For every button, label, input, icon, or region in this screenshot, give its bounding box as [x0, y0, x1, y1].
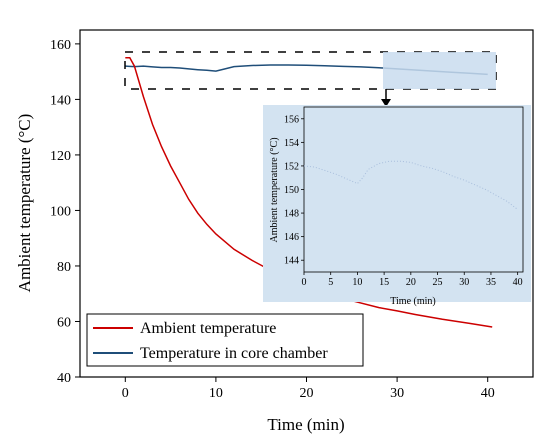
inset-y-tick-label: 144 [284, 256, 299, 267]
inset-x-tick-label: 15 [379, 277, 389, 288]
x-tick-label: 10 [209, 386, 223, 401]
series-line-ambient [125, 57, 493, 328]
zoom-highlight [383, 52, 496, 89]
x-tick-label: 40 [481, 386, 495, 401]
y-tick-label: 160 [50, 38, 71, 53]
inset-y-tick-label: 152 [284, 161, 299, 172]
inset-x-tick-label: 20 [406, 277, 416, 288]
inset-y-axis-title: Ambient temperature (°C) [269, 137, 280, 242]
inset-y-ticks: 144 146 148 150 152 154 156 [284, 114, 304, 267]
x-tick-label: 0 [122, 386, 129, 401]
inset-y-tick-label: 150 [284, 185, 299, 196]
main-x-ticks: 0 10 20 30 40 [122, 377, 495, 401]
legend-box [86, 313, 364, 367]
inset-y-tick-label: 154 [284, 138, 299, 149]
main-y-axis-title: Ambient temperature (°C) [15, 114, 34, 293]
inset-x-tick-label: 10 [352, 277, 362, 288]
legend-label-core-chamber: Temperature in core chamber [140, 345, 328, 362]
legend-label-ambient: Ambient temperature [140, 320, 276, 337]
inset-series-line [303, 160, 519, 210]
inset-y-tick-label: 156 [284, 114, 299, 125]
inset-y-tick-label: 148 [284, 209, 299, 220]
inset-background [263, 105, 531, 302]
x-tick-label: 20 [300, 386, 314, 401]
inset-x-tick-label: 35 [486, 277, 496, 288]
inset-x-tick-label: 40 [513, 277, 523, 288]
y-tick-label: 60 [57, 315, 71, 330]
inset-x-tick-label: 5 [328, 277, 333, 288]
x-tick-label: 30 [390, 386, 404, 401]
y-tick-label: 120 [50, 149, 71, 164]
inset-x-tick-label: 0 [302, 277, 307, 288]
y-tick-label: 140 [50, 93, 71, 108]
y-tick-label: 40 [57, 371, 71, 386]
y-tick-label: 100 [50, 204, 71, 219]
zoom-arrow-head [381, 99, 391, 107]
inset-x-axis-title: Time (min) [390, 296, 435, 307]
main-y-ticks: 40 60 80 100 120 140 160 [50, 38, 80, 386]
inset-x-tick-label: 25 [433, 277, 443, 288]
legend: Ambient temperature Temperature in core … [86, 313, 364, 367]
y-tick-label: 80 [57, 260, 71, 275]
main-x-axis-title: Time (min) [267, 415, 344, 434]
inset-y-tick-label: 146 [284, 232, 299, 243]
inset-x-ticks: 0 5 10 15 20 25 30 35 40 [302, 272, 523, 288]
inset-x-tick-label: 30 [459, 277, 469, 288]
